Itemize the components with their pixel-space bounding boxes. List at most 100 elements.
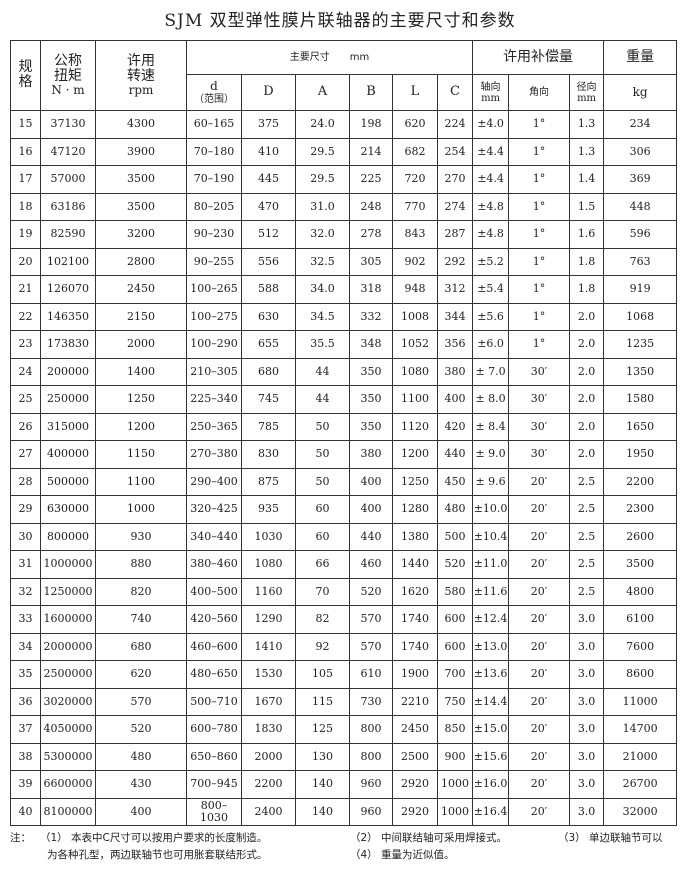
table-cell: 588 bbox=[241, 275, 296, 304]
table-cell: 520 bbox=[349, 577, 393, 606]
header-d: d （范围） bbox=[186, 74, 242, 111]
table-cell: 140 bbox=[295, 797, 350, 826]
table-cell: 750 bbox=[436, 687, 474, 716]
table-cell: 2500 bbox=[392, 742, 438, 771]
table-cell: 270–380 bbox=[186, 440, 242, 469]
table-cell: 1620 bbox=[392, 577, 438, 606]
table-cell: ±11.6 bbox=[472, 577, 510, 606]
table-cell: 610 bbox=[349, 660, 393, 689]
table-cell: 4050000 bbox=[40, 715, 96, 744]
table-cell: 312 bbox=[436, 275, 474, 304]
table-cell: 2.0 bbox=[569, 385, 605, 414]
header-compensation: 许用补偿量 bbox=[472, 40, 605, 75]
table-cell: 20′ bbox=[508, 742, 571, 771]
table-cell: ±4.8 bbox=[472, 192, 510, 221]
table-cell: 800 bbox=[349, 715, 393, 744]
table-cell: 1.8 bbox=[569, 247, 605, 276]
table-cell: ±10.0 bbox=[472, 495, 510, 524]
table-cell: 800000 bbox=[40, 522, 96, 551]
table-cell: 11000 bbox=[603, 687, 678, 716]
table-cell: 2.5 bbox=[569, 467, 605, 496]
table-cell: 60 bbox=[295, 495, 350, 524]
table-cell: 2450 bbox=[95, 275, 187, 304]
table-cell: 66 bbox=[295, 550, 350, 579]
table-cell: ±6.0 bbox=[472, 330, 510, 359]
table-cell: 26700 bbox=[603, 770, 678, 799]
table-cell: 745 bbox=[241, 385, 296, 414]
table-cell: 57000 bbox=[40, 165, 96, 194]
table-cell: 570 bbox=[95, 687, 187, 716]
table-cell: 20′ bbox=[508, 495, 571, 524]
table-cell: 843 bbox=[392, 220, 438, 249]
table-cell: 480 bbox=[436, 495, 474, 524]
table-cell: 3020000 bbox=[40, 687, 96, 716]
table-cell: 700–945 bbox=[186, 770, 242, 799]
table-row: 19 82590 3200 90–230 512 32.0 278 843 287 ±4.8 1° 1… bbox=[10, 220, 678, 249]
table-cell: 3900 bbox=[95, 137, 187, 166]
table-cell: 730 bbox=[349, 687, 393, 716]
table-cell: 21000 bbox=[603, 742, 678, 771]
table-cell: 214 bbox=[349, 137, 393, 166]
header-angular: 角向 bbox=[508, 74, 571, 111]
table-cell: 948 bbox=[392, 275, 438, 304]
table-cell: 130 bbox=[295, 742, 350, 771]
table-cell: 40 bbox=[10, 797, 41, 826]
table-cell: 430 bbox=[95, 770, 187, 799]
table-cell: ± 9.0 bbox=[472, 440, 510, 469]
table-cell: 305 bbox=[349, 247, 393, 276]
table-cell: 1235 bbox=[603, 330, 678, 359]
table-cell: 600 bbox=[436, 605, 474, 634]
table-row: 32 1250000 820 400–500 1160 70 520 1620 580 ±11.6… bbox=[10, 577, 678, 606]
table-cell: 15 bbox=[10, 110, 41, 139]
table-cell: 100–275 bbox=[186, 302, 242, 331]
table-cell: 1° bbox=[508, 165, 571, 194]
table-cell: 4300 bbox=[95, 110, 187, 139]
table-cell: 400–500 bbox=[186, 577, 242, 606]
table-cell: 3500 bbox=[95, 165, 187, 194]
table-cell: 70–180 bbox=[186, 137, 242, 166]
table-cell: 32.5 bbox=[295, 247, 350, 276]
table-cell: 31.0 bbox=[295, 192, 350, 221]
header-dimensions: 主要尺寸 mm bbox=[185, 40, 474, 75]
table-cell: 400 bbox=[436, 385, 474, 414]
table-cell: 1150 bbox=[95, 440, 187, 469]
table-row: 25 250000 1250 225–340 745 44 350 1100 400 ± 8.0 3… bbox=[10, 385, 678, 414]
table-cell: 2.5 bbox=[569, 550, 605, 579]
table-cell: 26 bbox=[10, 412, 41, 441]
table-cell: 16 bbox=[10, 137, 41, 166]
header-B: B bbox=[349, 74, 393, 111]
table-cell: 440 bbox=[436, 440, 474, 469]
table-cell: 682 bbox=[392, 137, 438, 166]
table-cell: 17 bbox=[10, 165, 41, 194]
table-cell: 332 bbox=[349, 302, 393, 331]
table-cell: ±5.6 bbox=[472, 302, 510, 331]
table-cell: 2.0 bbox=[569, 440, 605, 469]
table-cell: 3.0 bbox=[569, 797, 605, 826]
table-cell: 1008 bbox=[392, 302, 438, 331]
table-cell: 3.0 bbox=[569, 687, 605, 716]
table-cell: 7600 bbox=[603, 632, 678, 661]
table-cell: 500 bbox=[436, 522, 474, 551]
table-cell: 60–165 bbox=[186, 110, 242, 139]
table-cell: 2500000 bbox=[40, 660, 96, 689]
table-cell: 198 bbox=[349, 110, 393, 139]
table-cell: ± 9.6 bbox=[472, 467, 510, 496]
table-cell: 30′ bbox=[508, 357, 571, 386]
table-cell: 356 bbox=[436, 330, 474, 359]
table-cell: 33 bbox=[10, 605, 41, 634]
header-spec: 规格 bbox=[10, 40, 41, 111]
note-3: （3） 单边联轴节可以 bbox=[558, 832, 663, 844]
table-cell: 2150 bbox=[95, 302, 187, 331]
table-cell: 1.3 bbox=[569, 110, 605, 139]
table-cell: 29 bbox=[10, 495, 41, 524]
table-cell: 420–560 bbox=[186, 605, 242, 634]
table-row: 21 126070 2450 100–265 588 34.0 318 948 312 ±5.4 1… bbox=[10, 275, 678, 304]
table-cell: 270 bbox=[436, 165, 474, 194]
table-cell: 173830 bbox=[40, 330, 96, 359]
table-row: 37 4050000 520 600–780 1830 125 800 2450 850 ±15.… bbox=[10, 715, 678, 744]
table-cell: ±16.0 bbox=[472, 770, 510, 799]
table-cell: 92 bbox=[295, 632, 350, 661]
table-cell: 1100 bbox=[392, 385, 438, 414]
table-cell: 344 bbox=[436, 302, 474, 331]
table-cell: 520 bbox=[95, 715, 187, 744]
